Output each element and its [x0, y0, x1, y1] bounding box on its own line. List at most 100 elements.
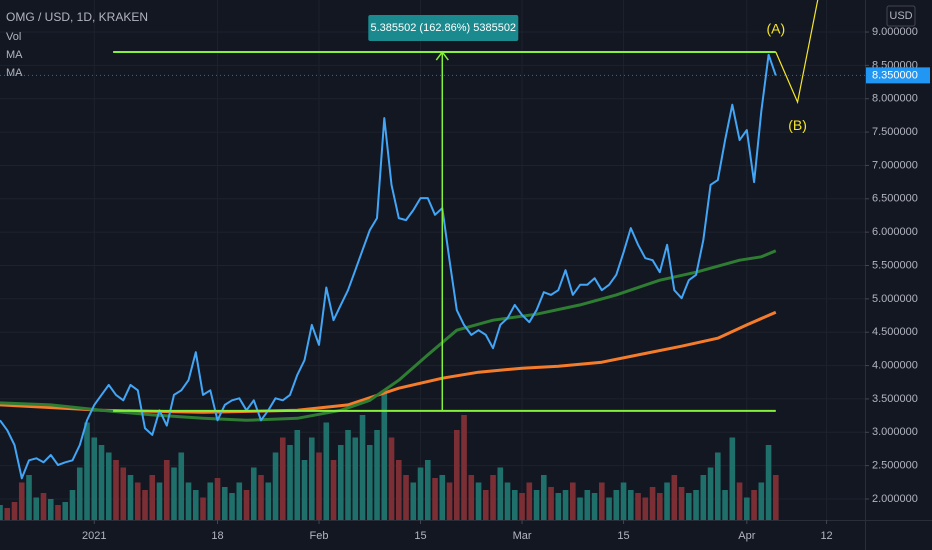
volume-bar [91, 437, 98, 520]
volume-bar [671, 475, 678, 520]
legend-item: MA [6, 49, 23, 61]
last-price-badge [866, 67, 930, 84]
y-tick-label: 4.000000 [872, 359, 918, 371]
volume-bar [229, 493, 235, 520]
volume-bar [185, 482, 192, 520]
x-tick-label: 18 [211, 530, 223, 542]
volume-bar [33, 497, 40, 520]
volume-bar [555, 493, 562, 520]
wave-label: (A) [766, 21, 785, 37]
volume-bar [511, 490, 518, 520]
volume-bar [113, 460, 119, 520]
currency[interactable]: USD [889, 10, 912, 22]
y-tick-label: 6.500000 [872, 193, 918, 205]
measure-label: 5.385502 (162.86%) 5385502 [370, 22, 516, 34]
y-tick-label: 8.000000 [872, 93, 918, 105]
y-tick-label: 9.000000 [872, 26, 918, 38]
volume-bar [265, 482, 272, 520]
volume-bar [657, 493, 663, 520]
volume-bar [540, 475, 547, 520]
volume-bar [388, 437, 395, 520]
volume-bar [366, 445, 373, 520]
volume-bar [301, 460, 308, 520]
currency-box[interactable] [886, 5, 916, 27]
volume-bar [178, 452, 185, 520]
volume-bar [272, 452, 279, 520]
volume-bar [156, 482, 163, 520]
volume-bar [410, 482, 417, 520]
volume-bar [192, 490, 199, 520]
volume-bar [664, 482, 670, 520]
volume-bar [163, 460, 170, 520]
x-tick-label: Mar [513, 530, 532, 542]
volume-bar [475, 482, 482, 520]
volume-bar [352, 437, 359, 520]
volume-bar [11, 502, 18, 520]
lines [0, 53, 865, 480]
y-tick-label: 4.500000 [872, 326, 918, 338]
volume-bar [424, 460, 431, 520]
volume-bar [55, 505, 61, 520]
volume-bar [258, 475, 264, 520]
chart-title: OMG / USD, 1D, KRAKEN [6, 10, 148, 24]
y-tick-label: 2.000000 [872, 493, 918, 505]
volume-bar [649, 487, 656, 520]
volume-bar [715, 452, 721, 520]
measure-box [368, 15, 519, 42]
volume-bar [345, 430, 351, 520]
volume-bar [69, 490, 76, 520]
volume-bar [403, 475, 409, 520]
volume-bar [294, 430, 301, 520]
volume-bar [758, 482, 765, 520]
volume-bar [635, 493, 641, 520]
y-tick-label: 5.000000 [872, 293, 918, 305]
volume-bar [613, 490, 620, 520]
volume-bar [620, 482, 627, 520]
wave-label: (B) [788, 117, 807, 133]
volume-bar [468, 475, 475, 520]
volume-bar [250, 467, 257, 520]
volume-bar [374, 430, 380, 520]
volume-bar [490, 475, 496, 520]
volume-bar [236, 482, 243, 520]
volume-bar [47, 499, 54, 520]
y-tick-label: 6.000000 [872, 226, 918, 238]
volume-bar [0, 505, 3, 520]
legend-item: MA [6, 67, 23, 79]
volume-bar [76, 467, 83, 520]
volume-bar [330, 460, 337, 520]
volume-bar [381, 392, 388, 520]
y-tick-label: 3.500000 [872, 393, 918, 405]
volume-bar [120, 467, 127, 520]
volume-bar [773, 475, 779, 520]
volume-bar [84, 422, 90, 520]
volume-bar [729, 437, 736, 520]
x-tick-label: 15 [414, 530, 426, 542]
volume-bar [40, 493, 47, 520]
volume-bar [98, 445, 105, 520]
volume-bar [591, 493, 598, 520]
volume-bar [504, 482, 511, 520]
volume-bar [200, 497, 206, 520]
volume-bar [628, 490, 634, 520]
volume-bar [323, 422, 330, 520]
x-tick-label: Feb [310, 530, 329, 542]
last-price-label: 8.350000 [872, 69, 918, 81]
volume-bar [693, 490, 699, 520]
volume-bar [105, 452, 112, 520]
volume-bar [707, 467, 714, 520]
x-tick-label: Apr [738, 530, 755, 542]
volume-bar [569, 482, 576, 520]
y-tick-label: 3.000000 [872, 426, 918, 438]
volume-bar [744, 497, 750, 520]
volume-bar [686, 493, 692, 520]
volume [0, 392, 779, 520]
legend-item: Vol [6, 31, 21, 43]
volume-bar [439, 475, 446, 520]
volume-bar [316, 452, 322, 520]
volume-bar [577, 497, 583, 520]
y-tick-label: 5.500000 [872, 259, 918, 271]
volume-bar [678, 487, 685, 520]
volume-bar [149, 475, 156, 520]
volume-bar [171, 467, 177, 520]
